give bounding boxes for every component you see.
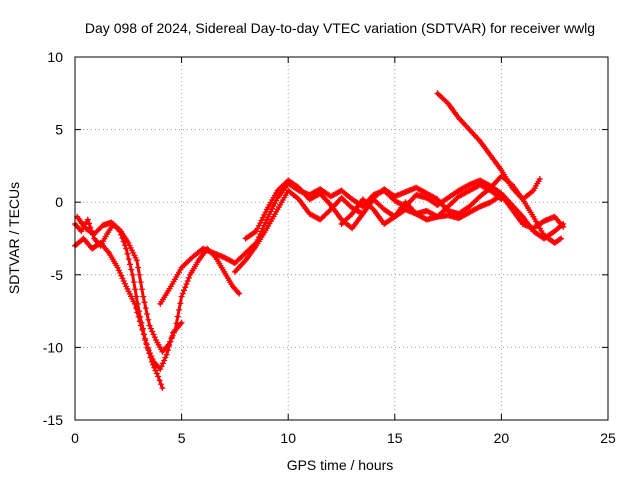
x-axis-ticks: 0 5 10 15 20 25	[71, 57, 616, 446]
x-tick-label: 15	[387, 430, 403, 446]
y-tick-label: 5	[55, 122, 63, 138]
x-tick-label: 20	[494, 430, 510, 446]
series-markers	[74, 213, 243, 355]
y-tick-label: -15	[43, 412, 63, 428]
x-axis-label: GPS time / hours	[287, 457, 394, 473]
y-tick-label: -10	[43, 339, 63, 355]
y-axis-label: SDTVAR / TECUs	[6, 182, 22, 294]
series-prn-g	[338, 191, 567, 232]
series-markers	[434, 90, 543, 203]
series-markers	[338, 191, 567, 232]
series-layer	[72, 90, 567, 392]
chart-title: Day 098 of 2024, Sidereal Day-to-day VTE…	[85, 20, 595, 36]
x-tick-label: 10	[280, 430, 296, 446]
y-tick-label: -5	[51, 267, 64, 283]
series-prn-h	[434, 90, 543, 203]
x-tick-label: 0	[71, 430, 79, 446]
y-tick-label: 0	[55, 194, 63, 210]
y-axis-ticks: -15 -10 -5 0 5 10	[43, 49, 608, 428]
x-tick-label: 5	[178, 430, 186, 446]
plot-frame	[74, 56, 609, 421]
x-tick-label: 25	[600, 430, 616, 446]
y-tick-label: 10	[47, 49, 63, 65]
